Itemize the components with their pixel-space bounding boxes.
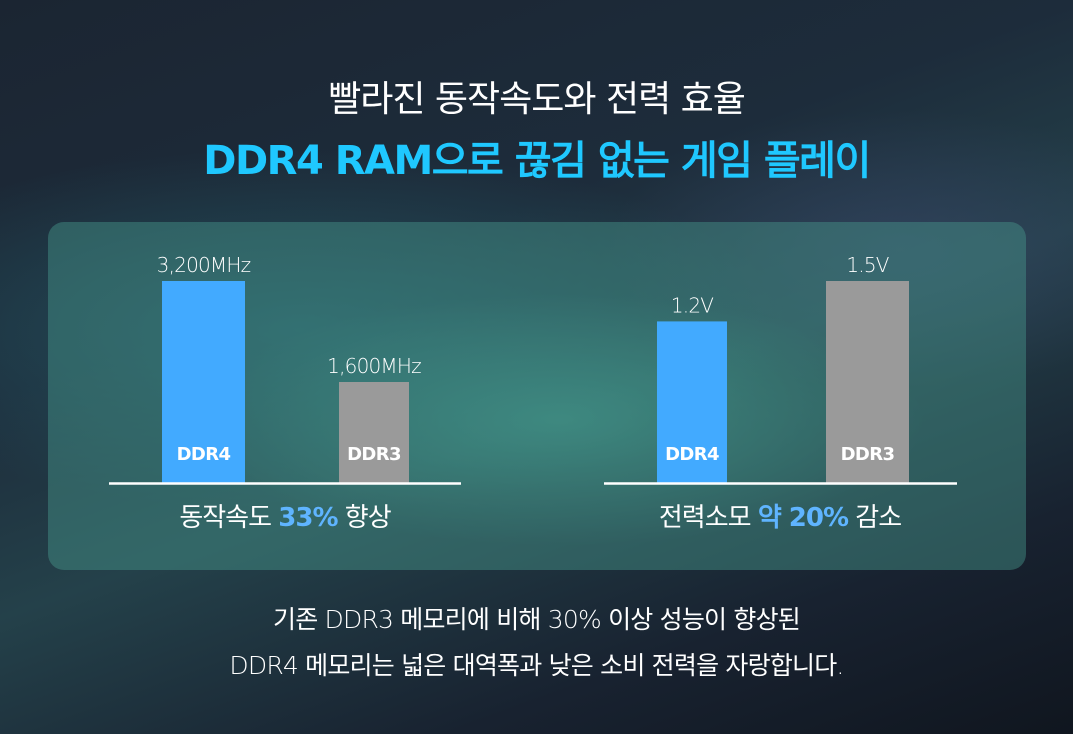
- bar-value-label: 1,600MHz: [327, 354, 421, 378]
- bar-category-label: DDR4: [665, 444, 719, 465]
- description-line1: 기존 DDR3 메모리에 비해 30% 이상 성능이 향상된: [273, 605, 801, 634]
- bar-ddr3: [826, 281, 909, 483]
- bar-category-label: DDR4: [177, 444, 231, 465]
- description-line2: DDR4 메모리는 넓은 대역폭과 낮은 소비 전력을 자랑합니다.: [229, 651, 844, 680]
- headline-line2: DDR4 RAM으로 끊김 없는 게임 플레이: [203, 138, 871, 184]
- bar-ddr4: [657, 321, 727, 483]
- bar-ddr4: [162, 281, 245, 483]
- bar-value-label: 1.2V: [671, 293, 714, 317]
- bar-value-label: 1.5V: [846, 253, 889, 277]
- bar-category-label: DDR3: [347, 444, 401, 465]
- chart-caption: 동작속도 33% 향상: [179, 503, 390, 533]
- headline-line1: 빨라진 동작속도와 전력 효율: [328, 79, 746, 120]
- bar-category-label: DDR3: [841, 444, 895, 465]
- chart-caption: 전력소모 약 20% 감소: [659, 503, 901, 533]
- bar-ddr3: [339, 382, 409, 483]
- bar-value-label: 3,200MHz: [157, 253, 251, 277]
